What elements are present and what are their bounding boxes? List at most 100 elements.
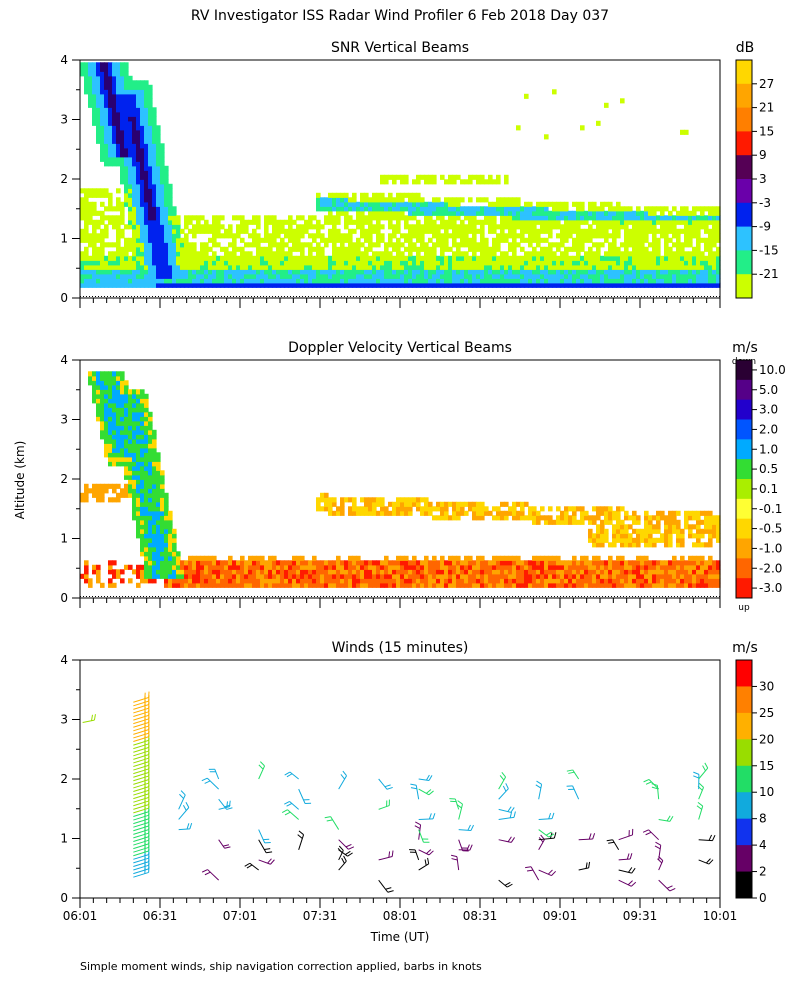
heat-cell [556,269,561,275]
heat-cell [244,573,249,579]
heat-cell [540,564,545,570]
heat-cell [440,282,445,288]
heat-cell [632,242,637,248]
heat-cell [292,278,297,284]
heat-cell [704,224,709,230]
heat-cell [168,246,173,252]
heat-cell [372,578,377,584]
heat-cell [312,255,317,261]
heat-cell [132,246,137,252]
heat-cell [264,246,269,252]
heat-cell [336,278,341,284]
heat-cell [608,215,613,221]
heat-cell [576,201,581,207]
heat-cell [432,278,437,284]
heat-cell [700,206,705,212]
heat-cell [608,278,613,284]
heat-cell [96,125,101,131]
heat-cell [128,215,133,221]
heat-cell [676,228,681,234]
heat-cell [160,269,165,275]
heat-cell [124,402,129,408]
heat-cell [508,233,513,239]
heat-cell [280,219,285,225]
heat-cell [316,197,321,203]
heat-cell [564,278,569,284]
heat-cell [516,515,521,521]
heat-cell [684,273,689,279]
heat-cell [116,425,121,431]
heat-cell [252,233,257,239]
heat-cell [336,255,341,261]
heat-cell [328,573,333,579]
heat-cell [424,260,429,266]
heat-cell [660,215,665,221]
heat-cell [116,282,121,288]
heat-cell [448,246,453,252]
heat-cell [656,206,661,212]
heat-cell [120,228,125,234]
heat-cell [100,582,105,588]
heat-cell [232,273,237,279]
heat-cell [96,80,101,86]
heat-cell [88,371,93,377]
heat-cell [596,278,601,284]
heat-cell [544,560,549,566]
heat-cell [228,260,233,266]
heat-cell [120,371,125,377]
heat-cell [532,224,537,230]
heat-cell [652,219,657,225]
heat-cell [644,269,649,275]
heat-cell [708,242,713,248]
heat-cell [408,578,413,584]
heat-cell [136,215,141,221]
heat-cell [200,573,205,579]
heat-cell [628,282,633,288]
heat-cell [620,524,625,530]
heat-cell [588,515,593,521]
heat-cell [548,560,553,566]
heat-cell [124,138,129,144]
heat-cell [132,389,137,395]
heat-cell [688,224,693,230]
heat-cell [116,260,121,266]
heat-cell [488,174,493,180]
heat-cell [280,573,285,579]
heat-cell [700,282,705,288]
heat-cell [208,569,213,575]
heat-cell [212,555,217,561]
heat-cell [712,215,717,221]
heat-cell [412,197,417,203]
heat-cell [396,560,401,566]
heat-cell [192,282,197,288]
heat-cell [612,237,617,243]
heat-cell [132,420,137,426]
heat-cell [460,197,465,203]
heat-cell [652,215,657,221]
heat-cell [388,278,393,284]
heat-cell [160,537,165,543]
heat-cell [552,582,557,588]
heat-cell [88,264,93,270]
heat-cell [104,255,109,261]
heat-cell [632,282,637,288]
heat-cell [100,98,105,104]
heat-cell [316,233,321,239]
heat-cell [456,224,461,230]
heat-cell [256,555,261,561]
heat-cell [468,578,473,584]
heat-cell [496,210,501,216]
heat-cell [84,255,89,261]
heat-cell [392,510,397,516]
heat-cell [292,264,297,270]
heat-cell [96,255,101,261]
heat-cell [568,255,573,261]
heat-cell [580,569,585,575]
heat-cell [208,578,213,584]
heat-cell [612,260,617,266]
heat-cell [168,542,173,548]
heat-cell [132,492,137,498]
heat-cell [452,242,457,248]
heat-cell [188,573,193,579]
heat-cell [404,269,409,275]
